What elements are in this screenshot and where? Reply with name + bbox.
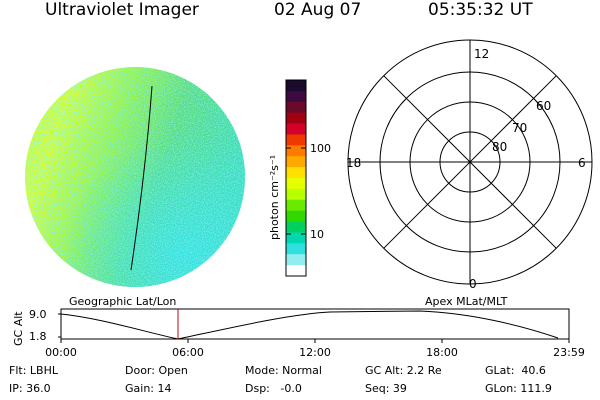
mlt-label-12: 12	[474, 47, 489, 61]
ip-readout: IP: 36.0	[9, 382, 51, 395]
filter-readout: Flt: LBHL	[9, 364, 58, 377]
geographic-caption: Geographic Lat/Lon	[69, 295, 176, 308]
glon-readout: GLon: 111.9	[485, 382, 552, 395]
mlt-label-6: 6	[578, 156, 586, 170]
colorbar-segment	[286, 156, 306, 168]
door-readout: Door: Open	[125, 364, 188, 377]
colorbar-segment	[286, 145, 306, 157]
mlat-label-60: 60	[536, 99, 551, 113]
color-bar	[286, 80, 306, 277]
mode-readout: Mode: Normal	[245, 364, 322, 377]
date-label: 02 Aug 07	[274, 0, 362, 20]
strip-x-ticks	[60, 339, 570, 343]
mlat-label-80: 80	[492, 140, 507, 154]
colorbar-segment	[286, 178, 306, 190]
x-tick-0600: 06:00	[172, 346, 204, 359]
terminator-line	[130, 85, 153, 271]
colorbar-segment	[286, 167, 306, 179]
polar-grid	[347, 39, 593, 285]
x-tick-0000: 00:00	[45, 346, 77, 359]
apex-caption: Apex MLat/MLT	[425, 295, 508, 308]
seq-readout: Seq: 39	[365, 382, 407, 395]
x-tick-1200: 12:00	[299, 346, 331, 359]
colorbar-segment	[286, 243, 306, 255]
glat-readout: GLat: 40.6	[485, 364, 546, 377]
colorbar-segment	[286, 101, 306, 114]
dsp-readout: Dsp: -0.0	[245, 382, 302, 395]
colorbar-segment	[286, 265, 306, 277]
mlt-label-0: 0	[469, 277, 477, 291]
uv-earth-image	[25, 67, 245, 287]
x-tick-1800: 18:00	[426, 346, 458, 359]
mlat-label-70: 70	[512, 121, 527, 135]
y-tick-low: 1.8	[29, 330, 47, 343]
colorbar-tick-100: 100	[310, 142, 331, 155]
gc-alt-curve	[60, 310, 559, 340]
colorbar-segment	[286, 199, 306, 212]
colorbar-segment	[286, 232, 306, 244]
colorbar-segment	[286, 123, 306, 135]
colorbar-segment	[286, 80, 306, 92]
strip-plot-frame	[60, 308, 570, 340]
time-label: 05:35:32 UT	[428, 0, 533, 20]
colorbar-segment	[286, 188, 306, 201]
colorbar-segment	[286, 134, 306, 146]
colorbar-tick-10: 10	[310, 228, 324, 241]
header: Ultraviolet Imager 02 Aug 07 05:35:32 UT	[0, 0, 600, 22]
y-tick-high: 9.0	[29, 308, 47, 321]
colorbar-segment	[286, 112, 306, 125]
strip-ylabel: GC Alt	[12, 311, 25, 346]
colorbar-unit-label: photon cm⁻²s⁻¹	[268, 155, 281, 240]
colorbar-segment	[286, 254, 306, 266]
mlt-label-18: 18	[346, 156, 361, 170]
colorbar-segment	[286, 210, 306, 223]
instrument-title: Ultraviolet Imager	[45, 0, 199, 20]
gain-readout: Gain: 14	[125, 382, 172, 395]
colorbar-segment	[286, 221, 306, 233]
x-tick-2359: 23:59	[553, 346, 585, 359]
colorbar-segment	[286, 90, 306, 103]
gc-alt-readout: GC Alt: 2.2 Re	[365, 364, 442, 377]
